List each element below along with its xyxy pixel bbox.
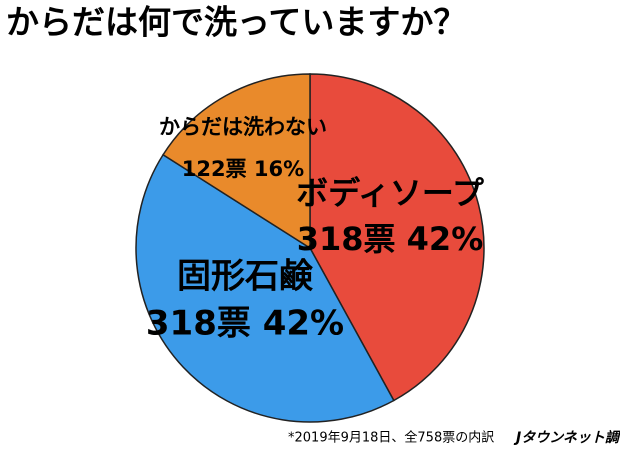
slice-value-label: 318票 42% — [146, 304, 344, 344]
pie-slice — [309, 73, 485, 402]
slice-value-label: 318票 42% — [297, 220, 484, 258]
slice-value-label: 122票 16% — [182, 157, 304, 181]
pie-slice — [162, 73, 311, 250]
slice-name: ボディソープ — [296, 174, 485, 212]
pie — [135, 73, 485, 423]
slice-name: からだは洗わない — [159, 115, 327, 139]
footnote: *2019年9月18日、全758票の内訳 — [288, 430, 494, 446]
slice-name: 固形石鹸 — [177, 257, 313, 297]
pie-slice — [135, 153, 395, 423]
source: Jタウンネット調べ — [513, 429, 620, 446]
chart-title: からだは何で洗っていますか？ — [6, 3, 466, 42]
